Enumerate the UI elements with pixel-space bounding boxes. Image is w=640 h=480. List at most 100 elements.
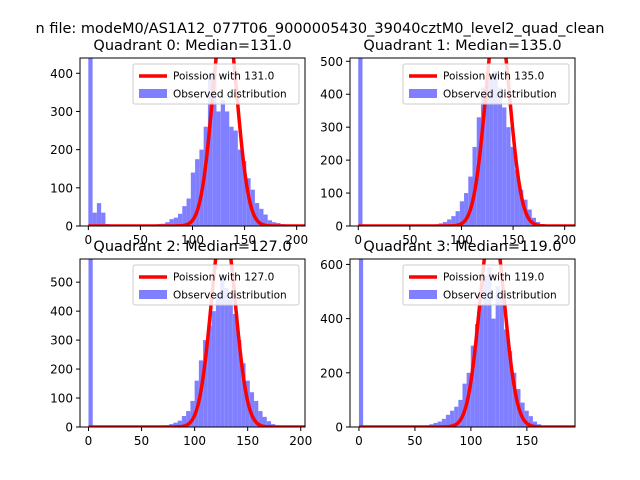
x-tick-label: 150 <box>236 434 259 448</box>
histogram-bar <box>181 415 187 427</box>
histogram-bar <box>215 293 221 427</box>
histogram-bar <box>242 161 247 226</box>
x-tick-label: 200 <box>285 233 308 247</box>
histogram-bar <box>510 146 515 226</box>
histogram-bar <box>263 214 268 226</box>
histogram-bar <box>474 324 480 427</box>
histogram-bar <box>190 400 195 427</box>
histogram-bar <box>101 212 106 226</box>
y-tick-label: 100 <box>50 392 73 406</box>
y-tick-label: 400 <box>50 67 73 81</box>
histogram-bar <box>271 222 277 226</box>
legend-patch-swatch <box>139 89 167 98</box>
histogram-bar <box>433 422 438 427</box>
x-tick-label: 50 <box>133 233 148 247</box>
poisson-curve <box>357 58 575 226</box>
x-tick-label: 150 <box>515 434 538 448</box>
histogram-bar <box>173 422 178 427</box>
histogram-bar <box>485 81 490 226</box>
histogram-bar <box>495 286 500 427</box>
histogram-bar <box>532 421 538 427</box>
histogram-bar <box>88 259 93 427</box>
histogram-bar <box>266 421 272 427</box>
y-tick-label: 300 <box>50 334 73 348</box>
histogram-bar <box>195 159 200 226</box>
histogram-bar <box>468 176 473 226</box>
histogram-bar <box>173 217 179 226</box>
legend-box <box>402 264 570 306</box>
subplot-title: Quadrant 1: Median=135.0 <box>363 38 561 54</box>
legend: Poission with 131.0 Observed distribution <box>132 63 300 105</box>
histogram-bar <box>514 170 520 226</box>
subplot-quadrant-1: 0 50 100 150 200 0 100 200 300 400 500 Quadrant 1: … <box>320 38 576 247</box>
legend-patch-swatch <box>139 290 167 299</box>
y-tick-label: 100 <box>50 181 73 195</box>
histogram-bar <box>254 400 259 427</box>
histogram-bar <box>259 208 264 226</box>
legend-entry-observed: Observed distribution <box>173 89 287 101</box>
histogram-bar <box>358 259 364 427</box>
histogram-bar <box>458 399 463 427</box>
histogram-bar <box>491 318 496 427</box>
histogram-bar <box>186 411 191 427</box>
histogram-bar <box>212 73 217 226</box>
histogram-bar <box>437 421 442 427</box>
legend-entry-poisson: Poission with 119.0 <box>443 272 544 284</box>
histogram-bar <box>207 325 212 427</box>
histogram-bar <box>519 189 524 226</box>
histogram-bar <box>503 329 509 427</box>
legend-box <box>402 63 570 105</box>
histogram-bar <box>232 314 238 427</box>
x-tick-label: 0 <box>354 233 362 247</box>
x-tick-label: 0 <box>85 233 93 247</box>
x-tick-label: 100 <box>183 434 206 448</box>
histogram-bar <box>258 411 263 427</box>
y-tick-label: 400 <box>50 305 73 319</box>
legend-entry-poisson: Poission with 127.0 <box>173 272 274 284</box>
histogram-bar <box>459 201 465 226</box>
subplot-title: Quadrant 0: Median=131.0 <box>93 38 291 54</box>
y-tick-label: 500 <box>320 55 343 69</box>
x-tick-label: 200 <box>553 233 576 247</box>
axes-frame <box>79 258 306 428</box>
histogram-bar <box>88 58 93 226</box>
subplot-grid: 0 50 100 150 200 0 100 200 300 400 Quadrant 0: Med… <box>50 38 576 448</box>
x-tick-label: 150 <box>233 233 256 247</box>
histogram-bar <box>169 219 174 226</box>
histogram-bar <box>489 74 494 226</box>
histogram-bar <box>229 126 234 226</box>
legend-entry-observed: Observed distribution <box>173 290 287 302</box>
histogram-bar <box>358 58 363 226</box>
figure-suptitle: n file: modeM0/AS1A12_077T06_9000005430_… <box>36 21 605 37</box>
x-tick-label: 0 <box>355 434 363 448</box>
y-tick-label: 200 <box>320 154 343 168</box>
x-tick-label: 50 <box>134 434 149 448</box>
legend-entry-observed: Observed distribution <box>443 89 557 101</box>
histogram-bar <box>267 220 272 226</box>
histogram-bar <box>445 414 451 427</box>
histogram-bar <box>254 203 260 226</box>
subplot-title: Quadrant 2: Median=127.0 <box>93 239 291 255</box>
y-tick-label: 0 <box>335 421 343 435</box>
histogram-bar <box>487 267 492 427</box>
y-tick-label: 100 <box>320 187 343 201</box>
legend-patch-swatch <box>409 89 437 98</box>
histogram-bar <box>493 71 498 226</box>
y-tick-label: 400 <box>320 312 343 326</box>
subplot-title: Quadrant 3: Median=119.0 <box>363 239 561 255</box>
axes-frame <box>349 57 576 227</box>
histogram-bar <box>483 275 488 427</box>
y-tick-label: 200 <box>50 363 73 377</box>
legend-box <box>132 63 300 105</box>
histogram-bar <box>177 420 182 427</box>
histogram-bar <box>182 206 187 226</box>
y-tick-label: 200 <box>50 143 73 157</box>
y-tick-label: 300 <box>50 105 73 119</box>
legend-entry-observed: Observed distribution <box>443 290 557 302</box>
histogram-bar <box>479 305 484 427</box>
histogram-bar <box>178 213 183 226</box>
legend-box <box>132 264 300 306</box>
histogram-bar <box>450 410 455 427</box>
histogram-bar <box>464 193 469 226</box>
